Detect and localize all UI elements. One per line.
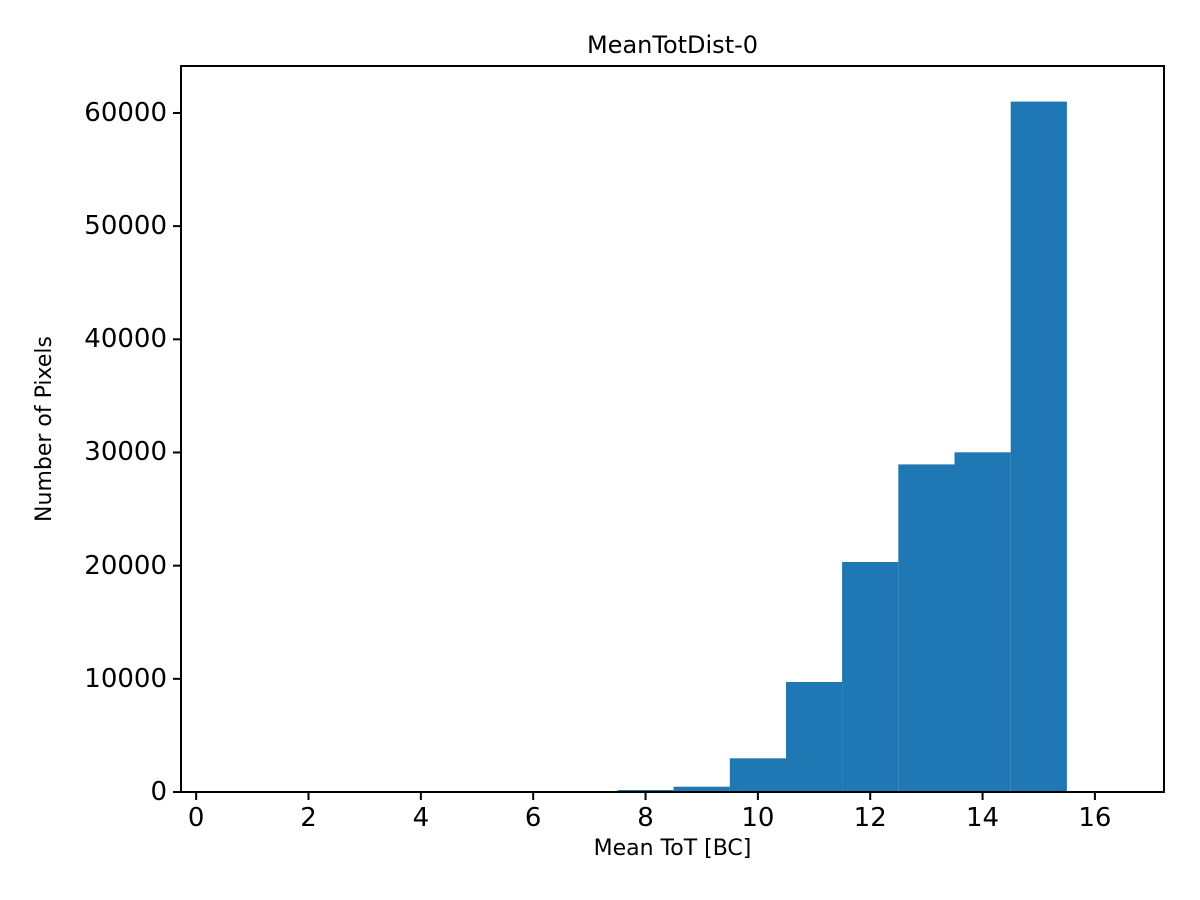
y-tick-label: 10000 [84, 663, 167, 694]
y-tick-label: 40000 [84, 324, 167, 355]
x-tick-label: 8 [637, 803, 654, 833]
y-tick-label: 0 [150, 777, 167, 807]
histogram-bar [673, 786, 730, 792]
axes-spines [180, 65, 1165, 793]
x-tick-label: 16 [1078, 803, 1112, 833]
histogram-bar [786, 682, 843, 792]
histogram-bar [729, 758, 786, 792]
y-tick-label: 50000 [84, 211, 167, 242]
y-tick-label: 60000 [84, 97, 167, 128]
x-tick-label: 10 [741, 803, 775, 833]
y-axis-label: Number of Pixels [32, 336, 57, 522]
y-tick-label: 20000 [84, 550, 167, 581]
x-tick-label: 12 [853, 803, 887, 833]
x-axis-label: Mean ToT [BC] [593, 836, 752, 861]
x-tick-label: 2 [300, 803, 317, 833]
histogram-bar [842, 562, 899, 792]
histogram-bar [954, 452, 1011, 792]
chart-title: MeanTotDist-0 [586, 31, 759, 59]
histogram-bar [898, 464, 955, 792]
x-tick-label: 4 [412, 803, 430, 833]
y-tick-label: 30000 [84, 437, 167, 468]
x-tick-label: 0 [187, 803, 205, 833]
x-tick-label: 14 [966, 803, 1000, 833]
histogram-bar [1010, 101, 1067, 793]
x-tick-label: 6 [524, 803, 542, 833]
